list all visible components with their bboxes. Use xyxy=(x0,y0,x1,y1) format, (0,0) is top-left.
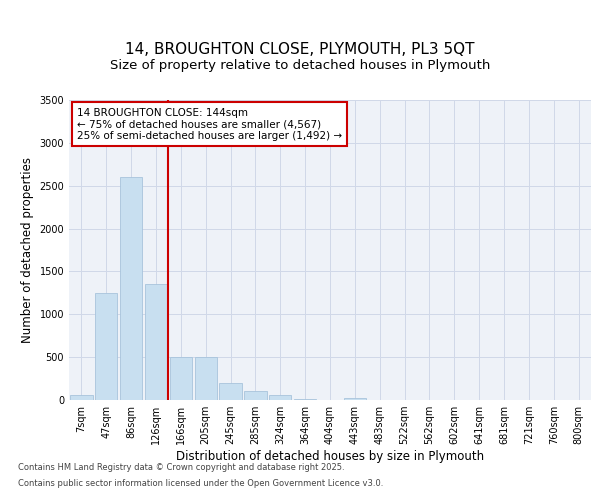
Bar xyxy=(294,399,316,400)
Text: Contains public sector information licensed under the Open Government Licence v3: Contains public sector information licen… xyxy=(18,478,383,488)
Text: 14 BROUGHTON CLOSE: 144sqm
← 75% of detached houses are smaller (4,567)
25% of s: 14 BROUGHTON CLOSE: 144sqm ← 75% of deta… xyxy=(77,108,342,140)
Y-axis label: Number of detached properties: Number of detached properties xyxy=(21,157,34,343)
Bar xyxy=(170,357,192,400)
Bar xyxy=(244,390,266,400)
Bar xyxy=(269,396,292,400)
Bar xyxy=(120,177,142,400)
Text: Size of property relative to detached houses in Plymouth: Size of property relative to detached ho… xyxy=(110,60,490,72)
Text: 14, BROUGHTON CLOSE, PLYMOUTH, PL3 5QT: 14, BROUGHTON CLOSE, PLYMOUTH, PL3 5QT xyxy=(125,42,475,58)
Text: Contains HM Land Registry data © Crown copyright and database right 2025.: Contains HM Land Registry data © Crown c… xyxy=(18,464,344,472)
Bar xyxy=(70,396,92,400)
Bar xyxy=(145,284,167,400)
Bar xyxy=(194,357,217,400)
Bar xyxy=(95,293,118,400)
X-axis label: Distribution of detached houses by size in Plymouth: Distribution of detached houses by size … xyxy=(176,450,484,463)
Bar xyxy=(344,398,366,400)
Bar xyxy=(220,383,242,400)
